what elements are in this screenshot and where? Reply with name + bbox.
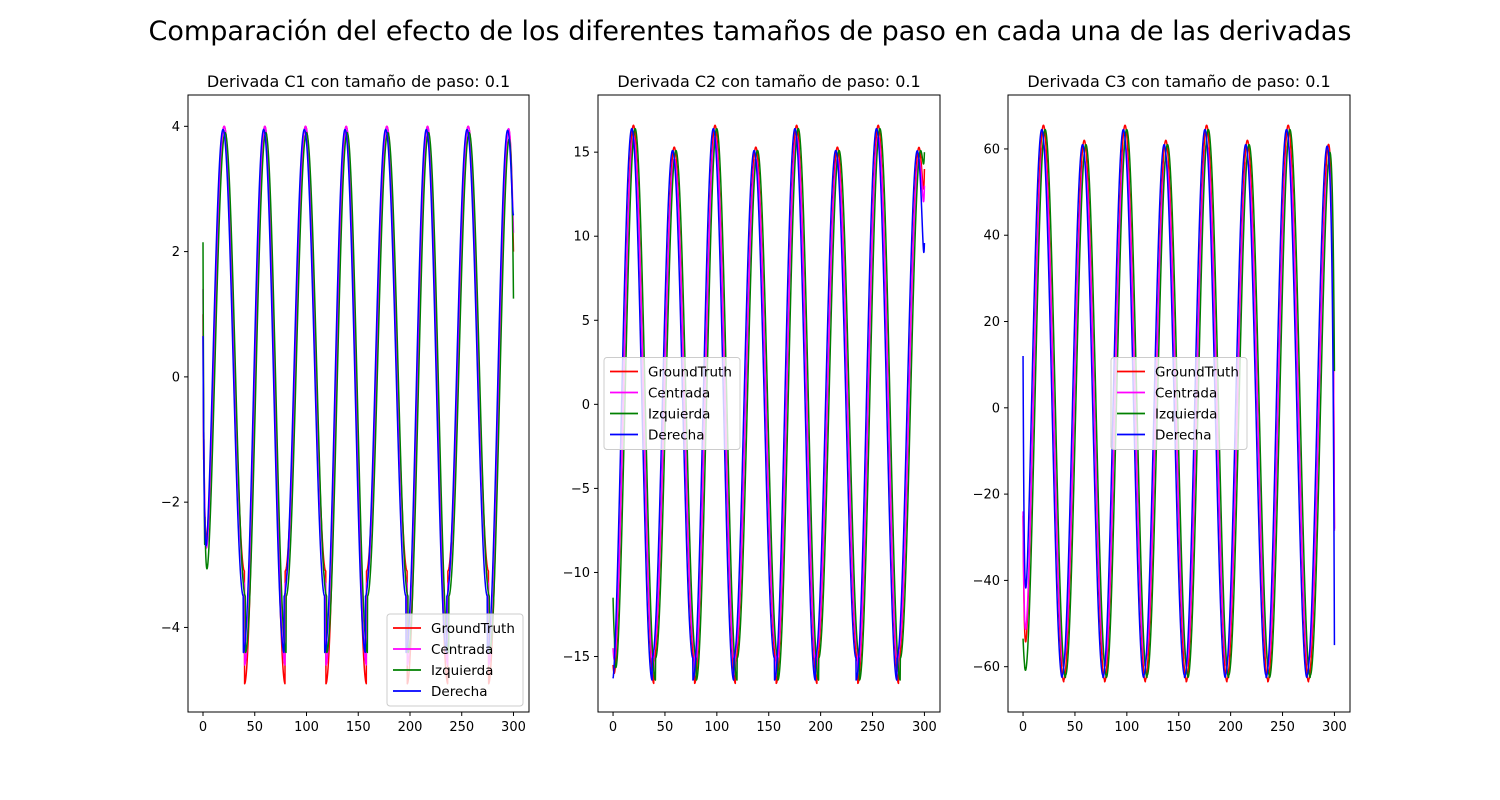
legend-box	[386, 613, 524, 707]
y-tick-label: −15	[563, 650, 590, 665]
legend-label: Centrada	[648, 386, 710, 402]
x-tick-label: 50	[657, 720, 674, 735]
x-tick-label: 200	[808, 720, 833, 735]
x-tick-label: 150	[1166, 720, 1191, 735]
y-tick-label: 0	[172, 370, 180, 385]
subplot-title: Derivada C3 con tamaño de paso: 0.1	[1027, 72, 1330, 91]
legend-label: GroundTruth	[648, 365, 732, 381]
subplot-title: Derivada C1 con tamaño de paso: 0.1	[207, 72, 510, 91]
x-tick-label: 200	[1218, 720, 1243, 735]
x-tick-label: 0	[1019, 720, 1027, 735]
y-tick-label: 40	[983, 229, 1000, 244]
legend-label: Derecha	[431, 684, 488, 700]
x-tick-label: 50	[246, 720, 263, 735]
y-tick-label: −10	[563, 566, 590, 581]
x-tick-label: 250	[449, 720, 474, 735]
legend-label: Centrada	[431, 642, 493, 658]
legend-label: Izquierda	[648, 407, 710, 423]
y-tick-label: 2	[172, 245, 180, 260]
x-tick-label: 300	[1322, 720, 1347, 735]
x-tick-label: 100	[1114, 720, 1139, 735]
line-izquierda	[1022, 128, 1336, 679]
legend: GroundTruth Centrada Izquierda Derecha	[386, 613, 524, 707]
y-tick-label: −2	[161, 496, 180, 511]
line-derecha	[1022, 128, 1336, 679]
x-tick-label: 250	[860, 720, 885, 735]
series-lines	[1022, 124, 1336, 683]
y-tick-label: −4	[161, 621, 180, 636]
subplot-1: Derivada C1 con tamaño de paso: 0.1 0 50 10…	[161, 72, 530, 735]
y-tick-label: 0	[992, 401, 1000, 416]
x-tick-label: 50	[1067, 720, 1084, 735]
x-tick-label: 250	[1270, 720, 1295, 735]
series-lines	[202, 125, 515, 685]
legend-label: Izquierda	[1155, 407, 1217, 423]
subplots: Derivada C1 con tamaño de paso: 0.10 50 10…	[161, 72, 1351, 735]
y-tick-label: −20	[973, 488, 1000, 503]
subplot-2: Derivada C2 con tamaño de paso: 0.10 50 10…	[563, 72, 941, 735]
y-tick-label: 0	[582, 398, 590, 413]
y-tick-label: 20	[983, 315, 1000, 330]
x-tick-label: 100	[294, 720, 319, 735]
line-derecha	[202, 128, 515, 654]
y-tick-label: −5	[571, 482, 590, 497]
y-tick-label: 60	[983, 142, 1000, 157]
legend-label: GroundTruth	[1155, 365, 1239, 381]
x-tick-label: 150	[346, 720, 371, 735]
x-tick-label: 150	[756, 720, 781, 735]
line-izquierda	[202, 131, 515, 654]
x-tick-label: 0	[609, 720, 617, 735]
x-tick-label: 0	[199, 720, 207, 735]
x-tick-label: 300	[912, 720, 937, 735]
subplot-3: Derivada C3 con tamaño de paso: 0.1 0 50 10…	[973, 72, 1351, 735]
figure-title: Comparación del efecto de los diferentes…	[149, 16, 1352, 47]
legend-label: Centrada	[1155, 386, 1217, 402]
y-tick-label: 15	[573, 146, 590, 161]
legend-box	[1110, 357, 1248, 450]
line-centrada	[202, 125, 515, 666]
line-derecha	[612, 127, 926, 681]
legend-label: Derecha	[648, 428, 705, 444]
y-tick-label: −40	[973, 574, 1000, 589]
y-tick-label: 4	[172, 120, 180, 135]
subplot-title: Derivada C2 con tamaño de paso: 0.1	[617, 72, 920, 91]
line-centrada	[1022, 143, 1336, 668]
legend: GroundTruth Centrada Izquierda Derecha	[1110, 357, 1248, 450]
y-tick-label: −60	[973, 660, 1000, 675]
x-tick-label: 100	[704, 720, 729, 735]
y-tick-label: 10	[573, 230, 590, 245]
legend: GroundTruth Centrada Izquierda Derecha	[603, 357, 741, 450]
x-tick-label: 300	[501, 720, 526, 735]
legend-label: GroundTruth	[431, 621, 515, 637]
y-tick-label: 5	[582, 314, 590, 329]
legend-box	[603, 357, 741, 450]
x-tick-label: 200	[398, 720, 423, 735]
legend-label: Derecha	[1155, 428, 1212, 444]
legend-label: Izquierda	[431, 663, 493, 679]
